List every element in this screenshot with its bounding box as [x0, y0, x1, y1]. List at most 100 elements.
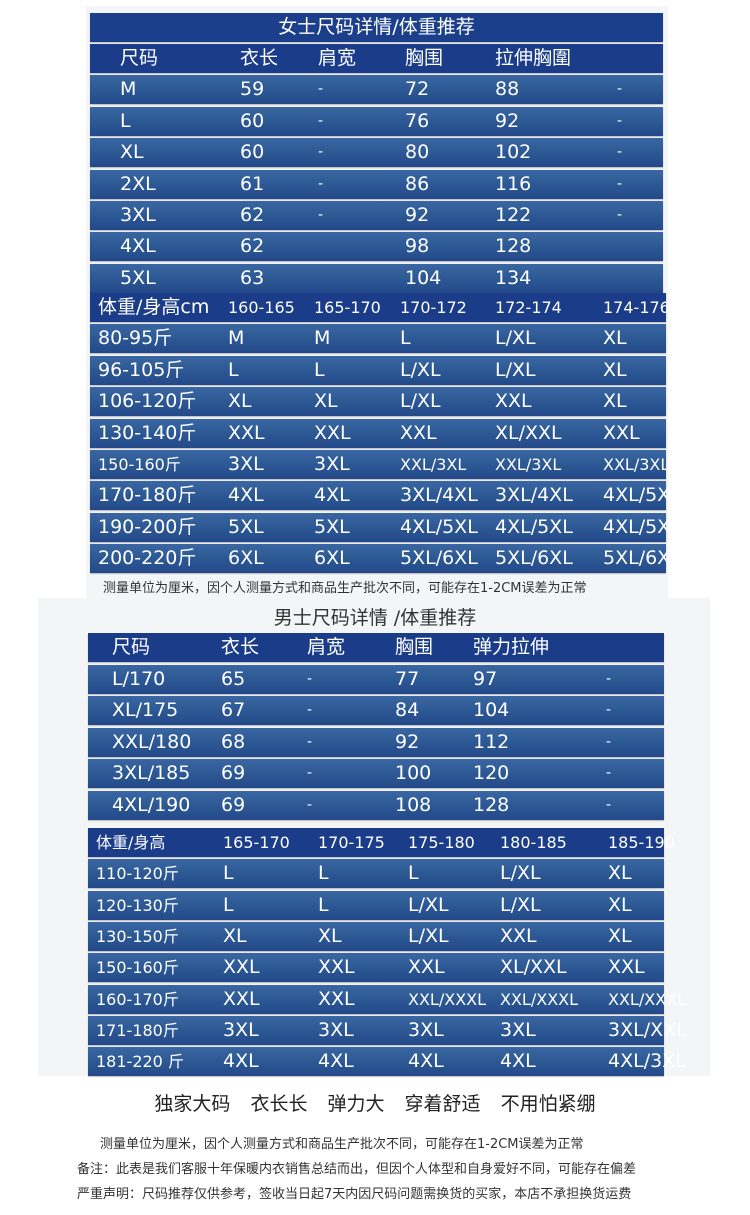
- women-size-cell: 4XL: [120, 235, 156, 258]
- men-size-cell: 97: [473, 667, 498, 690]
- men-weight-cell: XXL: [318, 987, 355, 1010]
- women-size-row: 4XL 62 98 128: [90, 232, 663, 262]
- women-size-row: 2XL 61 - 86 116 -: [90, 169, 663, 199]
- women-weight-cell: 3XL: [228, 453, 264, 475]
- men-size-cell: 108: [395, 794, 432, 816]
- women-weight-row: 96-105斤 L L L/XL L/XL XL: [90, 355, 666, 385]
- women-weight-cell: M: [314, 327, 331, 350]
- women-weight-cell: 4XL/5XL: [495, 515, 573, 538]
- women-size-cell: 60: [240, 109, 265, 132]
- women-weight-cell: 体重/身高cm: [98, 296, 210, 318]
- men-size-row-header: 尺码 衣长 肩宽 胸围 弹力拉伸: [88, 633, 664, 662]
- men-weight-cell: 体重/身高: [96, 833, 166, 852]
- women-size-cell: 62: [240, 204, 265, 226]
- women-weight-cell: 80-95斤: [98, 327, 173, 350]
- women-size-row: M 59 - 72 88 -: [90, 75, 663, 105]
- women-size-cell: -: [318, 81, 324, 98]
- women-weight-row: 200-220斤 6XL 6XL 5XL/6XL 5XL/6XL 5XL/6XL: [90, 544, 681, 574]
- men-weight-cell: XL: [608, 924, 632, 947]
- women-size-cell: 134: [495, 266, 532, 289]
- women-weight-cell: XXL/3XL: [603, 455, 670, 474]
- men-weight-cell: 110-120斤: [96, 864, 179, 884]
- women-size-cell: 61: [240, 172, 265, 195]
- women-size-cell: 104: [405, 266, 442, 289]
- men-size-cell: 尺码: [112, 636, 151, 658]
- women-size-cell: 胸围: [405, 47, 444, 69]
- men-size-row: 4XL/190 69 - 108 128 -: [88, 791, 664, 820]
- women-weight-cell: XL: [314, 390, 338, 413]
- men-size-row: L/170 65 - 77 97 -: [88, 664, 664, 694]
- men-weight-row: 130-150斤 XL XL L/XL XXL XL: [88, 921, 664, 951]
- men-weight-cell: XXL/XXXL: [608, 989, 687, 1009]
- women-weight-row: 150-160斤 3XL 3XL XXL/3XL XXL/3XL XXL/3XL: [90, 450, 670, 479]
- women-title-bar: 女士尺码详情/体重推荐: [90, 13, 663, 42]
- men-size-row: XL/175 67 - 84 104 -: [88, 696, 664, 726]
- men-weight-row-header: 体重/身高 165-170 170-175 175-180 180-185 185-190: [88, 828, 675, 857]
- men-weight-cell: 150-160斤: [96, 958, 179, 978]
- women-weight-cell: 150-160斤: [98, 455, 181, 474]
- women-weight-cell: 160-165: [228, 298, 295, 317]
- women-size-cell: 拉伸胸圍: [495, 47, 572, 69]
- men-size-cell: -: [606, 702, 612, 719]
- men-weight-cell: XXL: [408, 956, 445, 979]
- women-size-cell: 62: [240, 235, 265, 258]
- women-size-cell: 86: [405, 172, 430, 195]
- men-size-cell: 3XL/185: [112, 762, 191, 785]
- women-weight-cell: XL: [228, 390, 252, 413]
- footer-note-remark: 备注：此表是我们客服十年保暖内衣销售总结而出，但因个人体型和自身爱好不同，可能存…: [77, 1162, 637, 1177]
- women-size-cell: 3XL: [120, 204, 156, 226]
- women-weight-cell: 174-176: [603, 298, 670, 317]
- men-size-cell: XXL/180: [112, 730, 192, 753]
- women-size-cell: 5XL: [120, 266, 156, 289]
- women-weight-cell: XXL: [400, 421, 437, 444]
- men-weight-cell: 4XL/3XL: [608, 1050, 686, 1073]
- women-weight-cell: 4XL: [228, 484, 264, 507]
- men-size-cell: 67: [221, 699, 246, 722]
- men-size-cell: 92: [395, 730, 420, 753]
- women-weight-cell: 5XL/6XL: [495, 547, 573, 570]
- men-weight-cell: L: [318, 893, 329, 916]
- men-weight-cell: XXL: [223, 987, 260, 1010]
- men-weight-cell: XXL: [500, 924, 537, 947]
- women-weight-cell: M: [228, 327, 245, 350]
- men-weight-cell: 185-190: [608, 833, 675, 852]
- men-weight-cell: L: [223, 862, 234, 885]
- men-size-cell: -: [606, 670, 612, 687]
- men-weight-cell: 130-150斤: [96, 926, 179, 946]
- women-size-cell: 80: [405, 141, 430, 164]
- men-size-cell: 胸围: [395, 636, 434, 658]
- women-size-cell: -: [617, 175, 623, 192]
- women-size-cell: -: [318, 112, 324, 129]
- men-weight-cell: L/XL: [408, 893, 449, 916]
- women-weight-cell: XXL: [228, 421, 265, 444]
- footer-note-disclaimer: 严重声明：尺码推荐仅供参考，签收当日起7天内因尺码问题需换货的买家，本店不承担换…: [77, 1187, 632, 1202]
- women-weight-cell: XL: [603, 390, 627, 413]
- men-size-row: 3XL/185 69 - 100 120 -: [88, 759, 664, 789]
- men-weight-row: 150-160斤 XXL XXL XXL XL/XXL XXL: [88, 953, 664, 983]
- men-weight-cell: XL/XXL: [500, 956, 567, 979]
- women-weight-cell: 130-140斤: [98, 421, 197, 444]
- men-weight-cell: 4XL: [223, 1050, 259, 1073]
- women-size-cell: 116: [495, 172, 532, 195]
- men-size-cell: 68: [221, 730, 246, 753]
- women-size-cell: 122: [495, 204, 532, 226]
- women-note: 测量单位为厘米，因个人测量方式和商品生产批次不同，可能存在1-2CM误差为正常: [103, 581, 587, 596]
- men-weight-cell: 171-180斤: [96, 1020, 179, 1040]
- men-weight-row: 181-220 斤 4XL 4XL 4XL 4XL 4XL/3XL: [88, 1047, 686, 1077]
- women-weight-cell: 5XL: [314, 515, 350, 538]
- women-weight-cell: 165-170: [314, 298, 381, 317]
- women-size-cell: -: [617, 207, 623, 223]
- men-size-cell: L/170: [112, 667, 166, 690]
- men-size-cell: -: [307, 733, 313, 750]
- men-size-cell: -: [606, 765, 612, 782]
- women-weight-cell: XXL/3XL: [495, 455, 562, 474]
- women-weight-cell: 4XL: [314, 484, 350, 507]
- men-size-cell: 65: [221, 667, 246, 690]
- men-size-cell: 104: [473, 699, 510, 722]
- men-size-cell: -: [307, 765, 313, 782]
- women-weight-cell: L/XL: [495, 327, 536, 350]
- men-weight-cell: 3XL: [318, 1018, 354, 1041]
- women-size-cell: 肩宽: [318, 47, 357, 69]
- women-weight-cell: 190-200斤: [98, 515, 197, 538]
- women-weight-row: 106-120斤 XL XL L/XL XXL XL: [90, 387, 666, 417]
